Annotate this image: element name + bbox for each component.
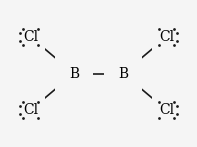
Text: Cl: Cl: [23, 30, 38, 44]
Text: B: B: [69, 66, 79, 81]
Text: B: B: [118, 66, 128, 81]
Text: Cl: Cl: [159, 30, 174, 44]
Text: Cl: Cl: [23, 103, 38, 117]
Text: Cl: Cl: [159, 103, 174, 117]
